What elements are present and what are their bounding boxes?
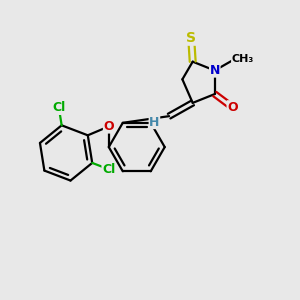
Text: CH₃: CH₃ bbox=[232, 54, 254, 64]
Text: N: N bbox=[210, 64, 220, 77]
Text: O: O bbox=[103, 120, 114, 133]
Text: O: O bbox=[227, 101, 238, 114]
Text: Cl: Cl bbox=[52, 101, 65, 114]
Text: Cl: Cl bbox=[102, 163, 115, 176]
Text: S: S bbox=[186, 31, 196, 45]
Text: H: H bbox=[149, 116, 160, 128]
